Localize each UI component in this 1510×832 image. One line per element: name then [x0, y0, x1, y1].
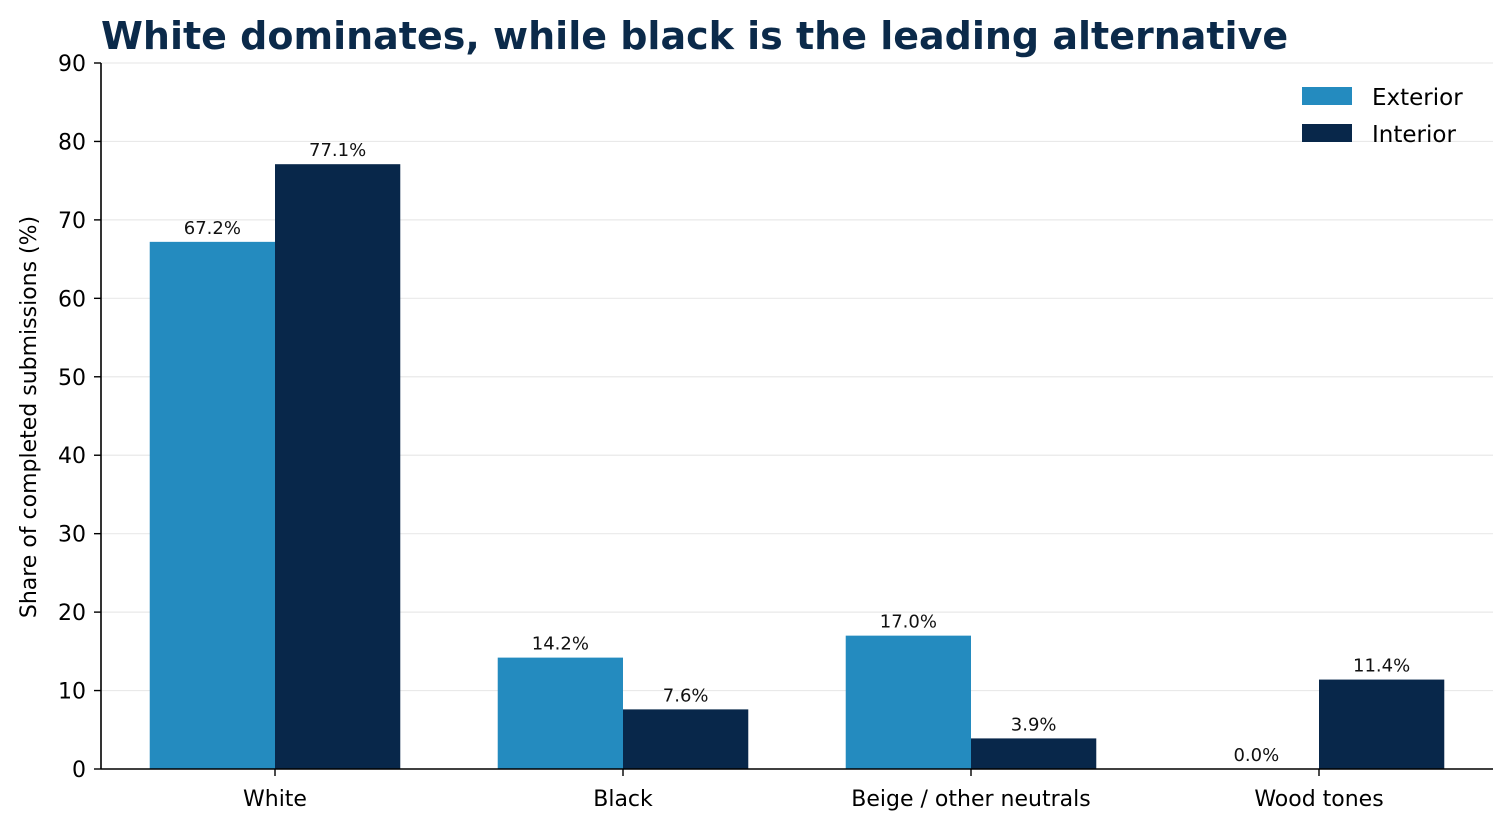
y-tick-label: 10	[58, 680, 86, 705]
x-tick-label: Beige / other neutrals	[851, 787, 1090, 812]
axes: White Black Beige / other neutrals Wood ton…	[58, 52, 1493, 812]
bar	[623, 709, 749, 769]
bar	[971, 738, 1097, 769]
bar	[1319, 679, 1445, 769]
bar-value-label: 17.0%	[880, 612, 937, 633]
y-tick-label: 0	[72, 758, 86, 783]
y-tick-label: 40	[58, 444, 86, 469]
y-tick-label: 90	[58, 52, 86, 77]
x-tick-label: Wood tones	[1254, 787, 1383, 812]
legend: Exterior Interior	[1302, 85, 1463, 148]
bar-value-label: 3.9%	[1011, 714, 1057, 735]
bar-value-label: 7.6%	[663, 685, 709, 706]
bar-value-label: 77.1%	[309, 140, 366, 161]
bar-value-label: 11.4%	[1353, 656, 1410, 677]
bar	[149, 241, 275, 769]
legend-swatch	[1302, 87, 1352, 105]
bar-value-label: 0.0%	[1233, 745, 1279, 766]
bar	[275, 164, 401, 769]
y-axis-label: Share of completed submissions (%)	[17, 216, 42, 618]
legend-swatch	[1302, 124, 1352, 142]
y-tick-label: 30	[58, 523, 86, 548]
bar-labels: 67.2% 77.1% 14.2% 7.6% 17.0% 3.9% 0.0% 11.4%	[184, 140, 1410, 766]
chart-title: White dominates, while black is the lead…	[101, 14, 1288, 58]
y-tick-label: 60	[58, 287, 86, 312]
x-tick-label: Black	[593, 787, 653, 812]
y-tick-label: 80	[58, 130, 86, 155]
bar-value-label: 14.2%	[532, 634, 589, 655]
bars	[149, 164, 1445, 769]
bar	[845, 635, 971, 769]
bar-value-label: 67.2%	[184, 218, 241, 239]
y-tick-label: 20	[58, 601, 86, 626]
legend-label: Exterior	[1372, 85, 1463, 111]
y-tick-label: 50	[58, 366, 86, 391]
bar	[497, 657, 623, 769]
y-tick-label: 70	[58, 209, 86, 234]
x-tick-label: White	[243, 787, 307, 812]
legend-label: Interior	[1372, 122, 1456, 148]
